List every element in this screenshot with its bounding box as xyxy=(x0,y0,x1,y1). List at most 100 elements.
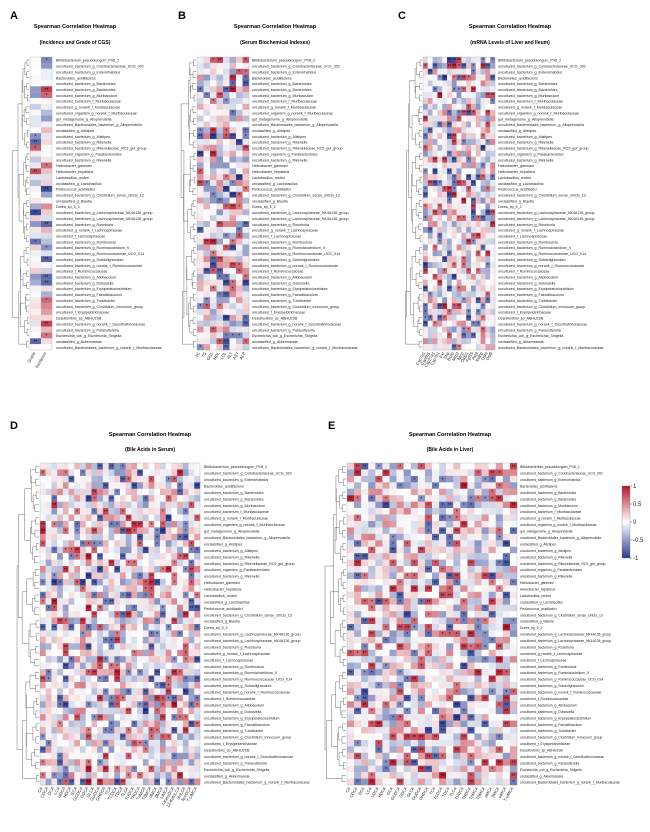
heatmap-cell xyxy=(137,681,143,689)
heatmap-cell xyxy=(160,707,166,715)
heatmap-cell xyxy=(480,203,486,210)
heatmap-cell xyxy=(171,546,178,554)
heatmap-cell xyxy=(125,746,132,753)
heatmap-cell xyxy=(432,197,438,204)
heatmap-cell xyxy=(474,495,482,502)
row-label: uncultured_bacterium_g_norank_f_Desulfov… xyxy=(252,322,341,326)
heatmap-cell xyxy=(382,688,390,695)
heatmap-cell xyxy=(439,636,447,644)
heatmap-cell xyxy=(432,86,438,93)
heatmap-cell xyxy=(437,326,443,333)
significance-mark: * xyxy=(185,677,187,683)
heatmap-cell xyxy=(480,174,486,181)
heatmap-cell xyxy=(120,772,126,779)
heatmap-cell xyxy=(467,572,475,580)
heatmap-cell xyxy=(171,533,178,541)
heatmap-cell xyxy=(74,566,81,573)
heatmap-cell xyxy=(375,533,383,541)
heatmap-cell xyxy=(347,598,355,605)
heatmap-cell xyxy=(375,733,383,741)
significance-mark: ** xyxy=(419,548,423,554)
significance-mark: * xyxy=(364,671,366,677)
heatmap-cell xyxy=(91,733,98,741)
heatmap-cell xyxy=(236,57,243,64)
heatmap-cell xyxy=(382,604,390,612)
heatmap-cell xyxy=(509,643,518,650)
heatmap-cell xyxy=(102,720,109,728)
heatmap-cell xyxy=(197,168,204,175)
heatmap-cell xyxy=(488,733,496,741)
significance-mark: ** xyxy=(198,181,202,187)
significance-mark: * xyxy=(357,497,359,503)
heatmap-cell xyxy=(439,694,447,702)
heatmap-cell xyxy=(495,701,503,708)
heatmap-cell xyxy=(461,244,467,251)
significance-mark: * xyxy=(442,516,444,522)
heatmap-cell xyxy=(456,238,462,245)
heatmap-cell xyxy=(91,520,98,528)
significance-mark: ** xyxy=(497,497,501,503)
significance-mark: * xyxy=(463,503,465,509)
heatmap-cell xyxy=(424,469,433,477)
heatmap-cell xyxy=(474,778,482,786)
heatmap-cell xyxy=(461,156,467,163)
heatmap-cell xyxy=(361,559,369,567)
heatmap-cell xyxy=(432,127,438,134)
heatmap-cell xyxy=(509,649,518,657)
significance-mark: ** xyxy=(447,122,451,128)
heatmap-cell xyxy=(453,553,461,560)
heatmap-cell xyxy=(509,765,518,773)
heatmap-cell xyxy=(442,144,448,151)
significance-mark: ** xyxy=(491,93,495,99)
heatmap-cell xyxy=(210,74,217,81)
heatmap-cell xyxy=(439,662,447,670)
significance-mark: ** xyxy=(433,158,437,164)
heatmap-cell xyxy=(131,495,138,502)
heatmap-cell xyxy=(188,701,195,708)
heatmap-cell xyxy=(432,475,440,483)
heatmap-cell xyxy=(68,662,75,670)
heatmap-cell xyxy=(210,86,217,93)
heatmap-cell xyxy=(137,701,143,708)
heatmap-cell xyxy=(62,475,69,483)
heatmap-cell xyxy=(427,314,433,321)
heatmap-cell xyxy=(74,508,81,515)
heatmap-cell xyxy=(439,469,447,477)
significance-mark: ** xyxy=(398,690,402,696)
heatmap-cell xyxy=(460,707,468,715)
heatmap-cell xyxy=(447,127,452,134)
heatmap-cell xyxy=(467,714,475,721)
heatmap-cell xyxy=(437,308,443,315)
significance-mark: * xyxy=(122,625,124,631)
heatmap-cell xyxy=(354,611,362,618)
heatmap-cell xyxy=(410,585,418,592)
heatmap-cell xyxy=(142,501,149,509)
heatmap-cell xyxy=(488,482,496,489)
significance-mark: * xyxy=(122,593,124,599)
significance-mark: * xyxy=(477,645,479,651)
row-label: uncultured_g_norank_f_Lachnospiraceae xyxy=(252,229,318,233)
heatmap-cell xyxy=(432,714,440,721)
heatmap-cell xyxy=(57,566,63,573)
row-label: uncultured_bacterium_g_Ruminococcaceae_U… xyxy=(498,252,586,256)
heatmap-cell xyxy=(453,733,461,741)
heatmap-cell xyxy=(210,92,217,99)
heatmap-cell xyxy=(368,662,376,670)
heatmap-cell xyxy=(509,553,518,560)
heatmap-cell xyxy=(80,662,86,670)
column-label: GGL xyxy=(205,350,214,361)
heatmap-cell xyxy=(114,733,121,741)
heatmap-cell xyxy=(437,139,443,146)
heatmap-cell xyxy=(502,714,511,721)
heatmap-cell xyxy=(424,720,433,728)
heatmap-cell xyxy=(471,332,476,339)
heatmap-cell xyxy=(375,527,383,534)
row-label: uncultured_bacterium_g_Romboutsia xyxy=(56,240,116,244)
heatmap-cell xyxy=(439,475,447,483)
heatmap-cell xyxy=(509,759,518,766)
heatmap-cell xyxy=(446,649,454,657)
heatmap-cell xyxy=(242,121,250,128)
heatmap-cell xyxy=(460,675,468,683)
heatmap-cell xyxy=(91,617,98,625)
heatmap-cell xyxy=(223,209,230,216)
